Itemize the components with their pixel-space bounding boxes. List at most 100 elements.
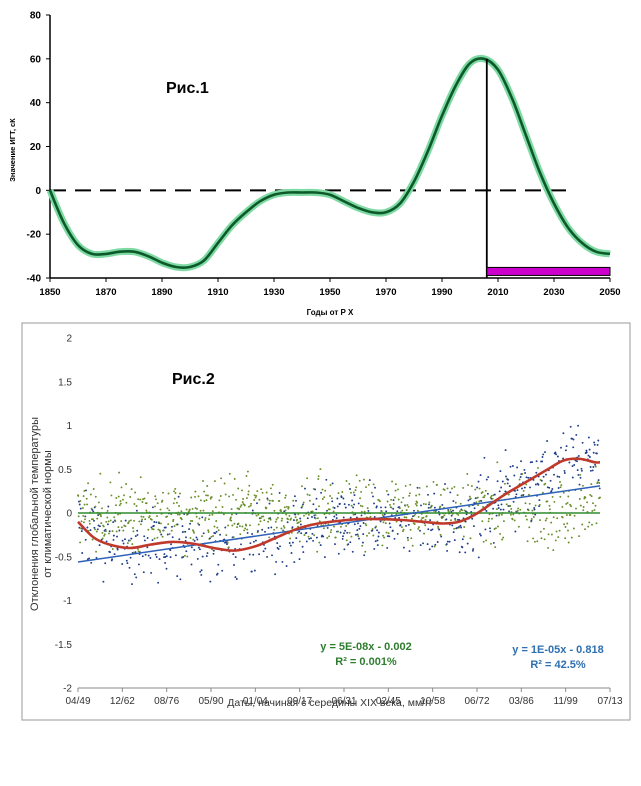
fig2-scatter-point (227, 546, 230, 549)
fig2-scatter-point (159, 531, 162, 533)
fig2-scatter-point (117, 526, 120, 529)
fig2-scatter-point (215, 530, 218, 533)
fig2-scatter-point (528, 526, 531, 529)
fig2-scatter-point (336, 497, 339, 500)
fig2-scatter-point (491, 497, 494, 500)
fig2-scatter-point (101, 537, 104, 540)
fig2-scatter-point (461, 538, 464, 541)
fig2-scatter-point (263, 519, 266, 522)
fig2-equation-green: y = 5E-08x - 0.002 (320, 641, 411, 653)
fig2-scatter-point (275, 518, 278, 521)
fig2-scatter-point (577, 424, 580, 427)
fig2-scatter-point (371, 528, 374, 530)
fig2-scatter-point (165, 567, 168, 570)
fig2-scatter-point (370, 491, 373, 494)
fig1-x-tick-label: 1890 (151, 287, 172, 298)
fig2-scatter-point (481, 520, 484, 523)
fig2-scatter-point (358, 537, 360, 540)
fig2-scatter-point (360, 490, 363, 493)
fig2-scatter-point (174, 554, 177, 557)
fig2-scatter-point (196, 507, 199, 510)
fig2-scatter-point (589, 466, 592, 468)
fig2-scatter-point (489, 496, 492, 499)
fig2-scatter-point (197, 546, 200, 549)
fig2-scatter-point (569, 513, 572, 516)
fig2-scatter-point (398, 516, 401, 519)
fig2-scatter-point (158, 558, 161, 561)
fig2-scatter-point (86, 526, 89, 529)
fig2-scatter-point (385, 490, 388, 492)
fig2-scatter-point (172, 518, 175, 521)
fig2-scatter-point (406, 503, 409, 506)
fig2-scatter-point (238, 508, 241, 511)
fig2-scatter-point (545, 517, 548, 520)
fig2-scatter-point (311, 532, 314, 535)
fig2-scatter-point (582, 509, 585, 512)
fig2-scatter-point (140, 523, 142, 526)
fig2-scatter-point (427, 528, 430, 531)
fig2-scatter-point (386, 535, 389, 538)
fig2-scatter-point (339, 531, 342, 534)
fig2-scatter-point (572, 446, 575, 449)
fig2-scatter-point (322, 535, 325, 538)
fig2-scatter-point (486, 492, 489, 495)
fig2-scatter-point (482, 540, 485, 543)
fig2-scatter-point (391, 480, 394, 483)
fig2-scatter-point (268, 502, 271, 505)
fig2-scatter-point (208, 514, 211, 517)
fig2-scatter-point (513, 474, 516, 477)
fig2-scatter-point (280, 519, 283, 522)
fig2-scatter-point (284, 496, 287, 499)
fig2-scatter-point (179, 492, 181, 495)
fig2-scatter-point (299, 523, 302, 526)
fig2-scatter-point (414, 502, 417, 505)
fig2-scatter-point (521, 473, 524, 475)
fig2-scatter-point (459, 524, 462, 527)
fig2-scatter-point (137, 563, 140, 566)
fig2-scatter-point (331, 500, 334, 503)
fig2-scatter-point (372, 483, 375, 486)
fig2-scatter-point (139, 476, 142, 479)
fig2-scatter-point (502, 508, 505, 511)
fig2-scatter-point (499, 532, 502, 535)
fig2-scatter-point (483, 494, 486, 497)
fig2-scatter-point (94, 505, 97, 508)
fig2-scatter-point (140, 515, 143, 518)
fig2-scatter-point (425, 515, 428, 518)
fig2-scatter-point (492, 507, 495, 510)
fig2-scatter-point (289, 537, 292, 540)
fig2-scatter-point (567, 495, 570, 498)
fig2-scatter-point (437, 525, 440, 528)
fig2-scatter-point (343, 503, 346, 506)
fig2-scatter-point (418, 493, 421, 496)
fig2-scatter-point (297, 513, 300, 516)
fig2-scatter-point (563, 469, 566, 472)
fig2-scatter-point (376, 529, 379, 532)
fig2-scatter-point (407, 539, 410, 542)
fig2-scatter-point (456, 518, 459, 521)
fig2-scatter-point (161, 535, 164, 538)
fig2-scatter-point (513, 519, 516, 522)
fig2-scatter-point (190, 496, 193, 499)
fig2-scatter-point (133, 519, 136, 522)
fig2-scatter-point (366, 534, 368, 537)
fig2-scatter-point (593, 509, 596, 512)
fig2-scatter-point (408, 550, 411, 553)
fig2-scatter-point (199, 509, 202, 512)
fig2-scatter-point (141, 518, 144, 521)
fig2-scatter-point (379, 520, 382, 523)
fig2-scatter-point (140, 520, 143, 523)
fig2-scatter-point (542, 527, 545, 530)
fig2-scatter-point (490, 494, 493, 497)
fig2-scatter-point (305, 531, 308, 534)
fig2-scatter-point (402, 546, 405, 549)
fig2-scatter-point (374, 486, 376, 489)
fig2-scatter-point (137, 550, 140, 553)
fig2-scatter-point (594, 463, 597, 466)
fig2-scatter-point (257, 523, 260, 526)
fig2-scatter-point (591, 469, 594, 472)
fig2-scatter-point (248, 484, 251, 487)
fig2-scatter-point (445, 543, 448, 546)
fig2-scatter-point (276, 516, 279, 519)
fig2-scatter-point (338, 502, 341, 505)
